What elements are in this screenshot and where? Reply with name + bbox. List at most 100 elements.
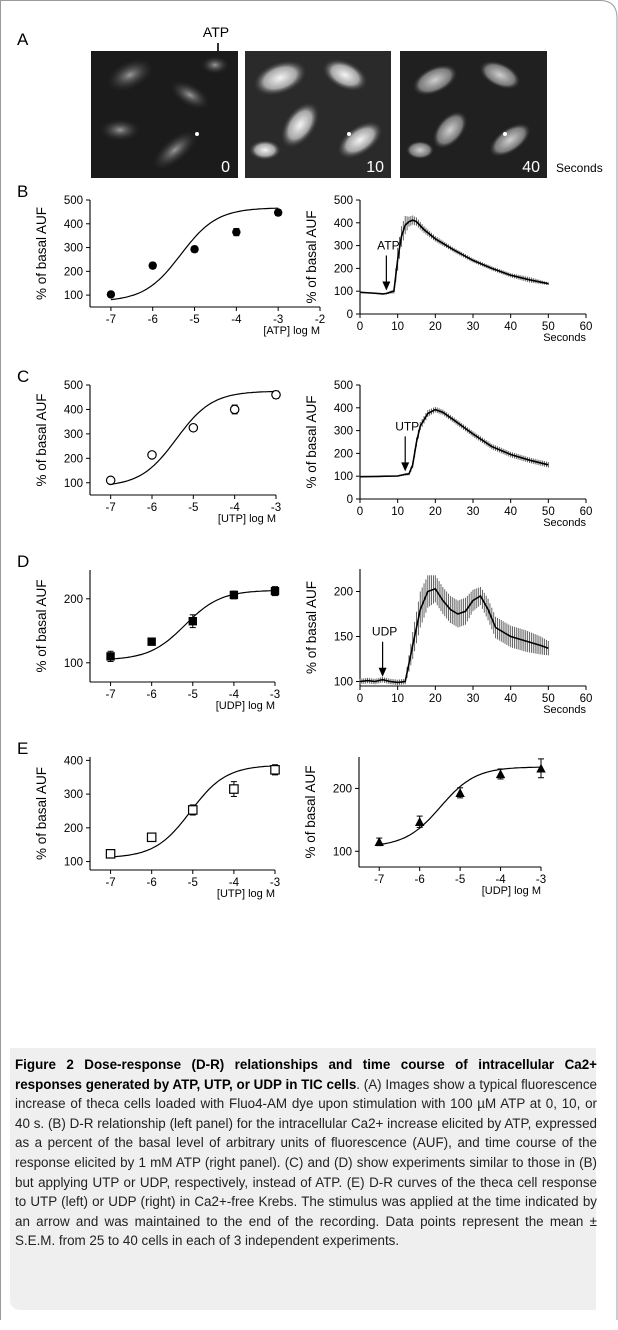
y-tick-label: 300 xyxy=(64,789,83,801)
y-tick-label: 100 xyxy=(334,677,353,689)
x-axis-label: [UTP] log M xyxy=(217,888,275,900)
y-axis-label: % of basal AUF xyxy=(34,579,49,672)
y-tick-label: 100 xyxy=(333,846,352,858)
data-point xyxy=(536,763,546,773)
y-tick-label: 100 xyxy=(334,286,353,298)
x-tick-label: -4 xyxy=(495,874,506,886)
data-point xyxy=(188,617,197,626)
x-tick-label: -3 xyxy=(270,877,280,889)
panel-letter-d: D xyxy=(17,552,29,571)
annotation-arrow-head xyxy=(382,281,391,291)
data-point xyxy=(229,784,239,794)
y-axis-label: % of basal AUF xyxy=(34,767,49,860)
y-tick-label: 500 xyxy=(334,195,353,207)
caption-background xyxy=(10,1048,596,1310)
x-tick-label: -6 xyxy=(147,502,157,514)
x-tick-label: 0 xyxy=(357,693,363,705)
data-point xyxy=(105,849,116,859)
image-time-label-0: 0 xyxy=(221,159,230,176)
y-tick-label: 500 xyxy=(64,380,83,392)
y-axis-label: % of basal AUF xyxy=(304,395,319,488)
data-point xyxy=(495,769,506,779)
y-tick-label: 400 xyxy=(334,218,353,230)
x-tick-label: 20 xyxy=(429,693,442,705)
x-tick-label: 10 xyxy=(391,693,404,705)
x-tick-label: -3 xyxy=(271,502,281,514)
caption-body: . (A) Images show a typical fluorescence… xyxy=(15,1076,597,1249)
data-point xyxy=(229,590,239,600)
chart-d-left: D 100 200 -7 -6 -5 -4 -3[UDP] log M % of basal A… xyxy=(17,552,280,712)
chart-e-left: E 100 200 300 400 -7 -6 -5 -4 -3[UTP] log M % of b… xyxy=(17,739,280,900)
panel-letter-c: C xyxy=(17,367,29,386)
y-tick-label: 100 xyxy=(64,857,83,869)
x-axis-label: [ATP] log M xyxy=(263,325,320,337)
data-point xyxy=(455,788,465,798)
x-tick-label: -3 xyxy=(273,314,283,326)
fit-curve xyxy=(379,766,541,846)
x-tick-label: 50 xyxy=(542,693,555,705)
x-tick-label: -4 xyxy=(230,502,241,514)
y-tick-label: 200 xyxy=(333,783,352,795)
series-line xyxy=(359,587,549,684)
annotation-label: UTP xyxy=(395,419,419,433)
panel-letter-b: B xyxy=(17,182,28,201)
data-point xyxy=(190,245,199,254)
image-time-label-40: 40 xyxy=(522,159,540,176)
y-tick-label: 150 xyxy=(334,632,353,644)
data-point xyxy=(270,586,280,596)
fluorescence-image-40s xyxy=(400,51,547,178)
data-point xyxy=(270,765,280,775)
x-tick-label: -3 xyxy=(536,874,546,886)
caption-title: Figure 2 Dose-response (D-R) relationshi… xyxy=(15,1057,597,1092)
y-tick-label: 400 xyxy=(64,219,83,231)
y-tick-label: 500 xyxy=(334,380,353,392)
x-tick-label: 0 xyxy=(357,321,363,333)
y-tick-label: 100 xyxy=(64,290,83,302)
x-axis-label: Seconds xyxy=(543,704,586,716)
x-tick-label: -7 xyxy=(106,502,116,514)
panel-letter-e: E xyxy=(17,739,28,758)
y-tick-label: 200 xyxy=(334,263,353,275)
x-axis-label: Seconds xyxy=(543,517,586,529)
x-tick-label: 50 xyxy=(542,321,555,333)
x-tick-label: -6 xyxy=(415,874,425,886)
y-tick-label: 300 xyxy=(64,243,83,255)
y-tick-label: 200 xyxy=(64,266,83,278)
y-axis-label: % of basal AUF xyxy=(34,393,49,486)
x-tick-label: -5 xyxy=(189,314,199,326)
y-tick-label: 200 xyxy=(64,823,83,835)
x-tick-label: 60 xyxy=(580,506,593,518)
x-tick-label: 0 xyxy=(357,506,363,518)
x-tick-label: -5 xyxy=(188,502,198,514)
y-axis-label: % of basal AUF xyxy=(304,210,319,303)
x-tick-label: -4 xyxy=(229,689,240,701)
annotation-arrow-head xyxy=(401,462,410,472)
data-point xyxy=(232,227,241,237)
x-tick-label: -7 xyxy=(106,314,116,326)
data-point xyxy=(271,389,281,400)
x-axis-label: Seconds xyxy=(543,332,586,344)
y-tick-label: 100 xyxy=(64,658,83,670)
series-line xyxy=(359,219,549,295)
annotation-label: ATP xyxy=(377,238,399,252)
data-point xyxy=(188,422,199,433)
chart-e-right: 100 200 -7 -6 -5 -4 -3[UDP] log M % of basal AU… xyxy=(303,757,546,897)
x-tick-label: -7 xyxy=(105,877,115,889)
chart-c-left: C 100 200 300 400 500 -7 -6 -5 -4 -3[UTP] log M % o… xyxy=(17,367,281,525)
x-tick-label: 60 xyxy=(580,321,593,333)
fluorescence-image-0s xyxy=(91,51,238,178)
fluorescence-image-10s xyxy=(245,51,391,178)
x-axis-label: [UDP] log M xyxy=(482,885,541,897)
x-tick-label: -6 xyxy=(147,689,157,701)
y-tick-label: 200 xyxy=(64,594,83,606)
x-tick-label: 10 xyxy=(391,321,404,333)
x-axis-label: [UDP] log M xyxy=(216,700,275,712)
y-tick-label: 200 xyxy=(64,453,83,465)
x-tick-label: 10 xyxy=(391,506,404,518)
data-point xyxy=(229,404,240,415)
y-tick-label: 100 xyxy=(64,478,83,490)
image-time-unit-label: Seconds xyxy=(556,161,603,175)
